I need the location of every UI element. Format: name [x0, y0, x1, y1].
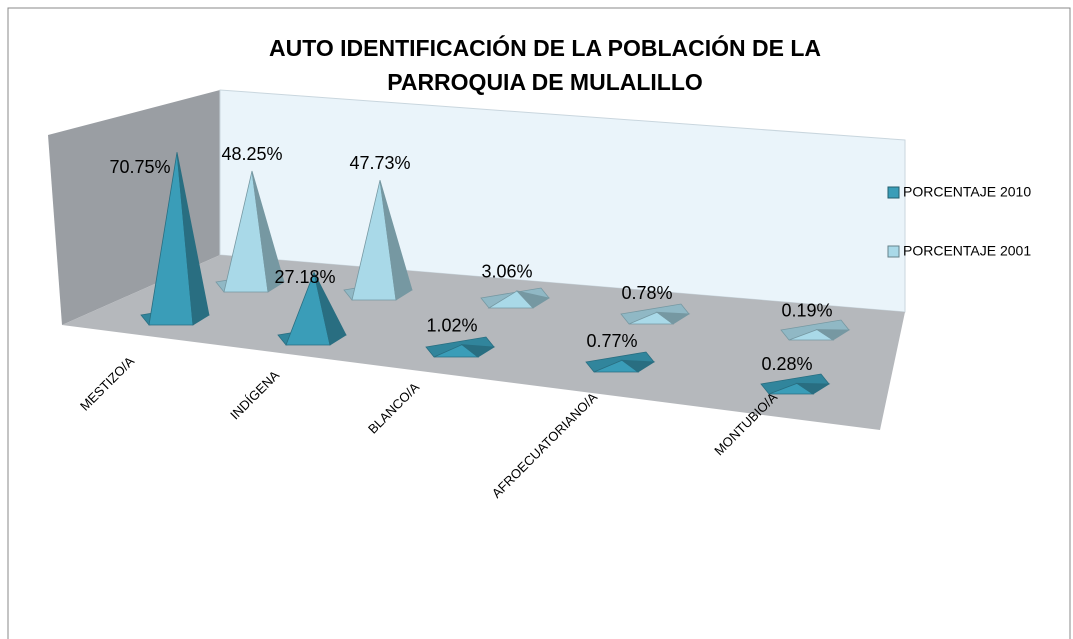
pyramid: [780, 319, 851, 341]
value-label: 0.19%: [781, 300, 832, 320]
legend-label: PORCENTAJE 2001: [903, 243, 1031, 259]
pyramid-side: [460, 344, 496, 358]
pyramid-side: [515, 290, 551, 309]
chart-title: AUTO IDENTIFICACIÓN DE LA POBLACIÓN DE L…: [269, 34, 821, 61]
value-label: 0.28%: [761, 354, 812, 374]
value-label: 1.02%: [426, 315, 477, 335]
pyramid-side: [620, 359, 656, 373]
pyramid-side: [251, 170, 285, 293]
value-label: 27.18%: [274, 267, 335, 287]
pyramid-side: [379, 180, 413, 301]
pyramid-side: [176, 152, 210, 326]
pyramid-side: [815, 329, 851, 341]
value-label: 0.77%: [586, 331, 637, 351]
pyramid: [215, 170, 285, 293]
legend-label: PORCENTAJE 2010: [903, 184, 1031, 200]
pyramid-side: [795, 382, 831, 395]
value-label: 0.78%: [621, 283, 672, 303]
pyramid: [343, 180, 413, 301]
value-label: 47.73%: [349, 153, 410, 173]
legend-swatch: [887, 245, 900, 258]
pyramid: [620, 303, 691, 325]
pyramid: [585, 351, 656, 373]
pyramid: [277, 271, 347, 346]
value-label: 70.75%: [109, 157, 170, 177]
pyramid: [425, 336, 496, 358]
pyramid: [480, 287, 551, 309]
legend-swatch: [887, 186, 900, 199]
value-label: 3.06%: [481, 262, 532, 282]
value-label: 48.25%: [221, 144, 282, 164]
chart-title: PARROQUIA DE MULALILLO: [387, 69, 703, 95]
pyramid-side: [655, 311, 691, 325]
pyramid: [140, 152, 210, 326]
pyramid: [760, 373, 831, 395]
pyramid-side: [313, 272, 347, 346]
